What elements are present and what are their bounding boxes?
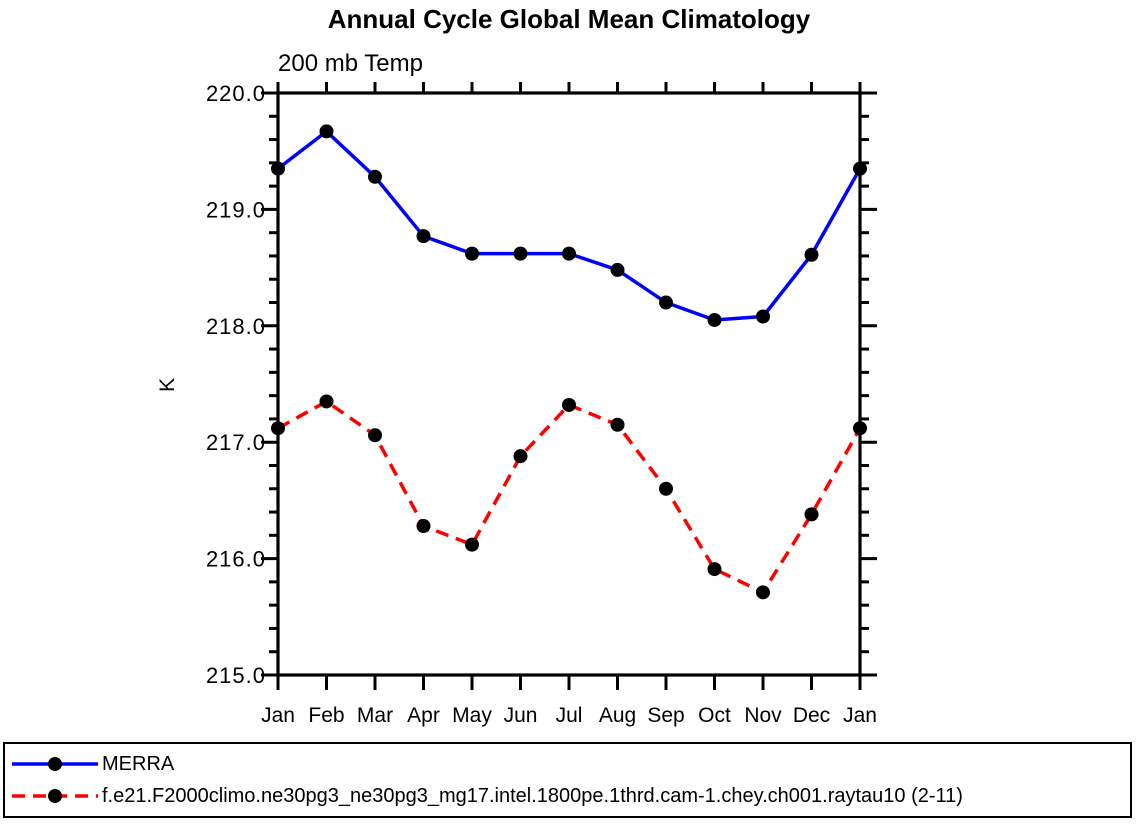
data-point-marker <box>707 312 722 327</box>
legend-marker-icon <box>48 789 62 803</box>
x-tick-label: Jan <box>261 704 295 727</box>
data-point-marker <box>319 124 334 139</box>
data-point-marker <box>368 169 382 184</box>
y-tick-label: 217.0 <box>206 430 266 455</box>
data-point-marker <box>513 449 528 464</box>
x-tick-label: Jun <box>504 704 538 727</box>
chart-title: Annual Cycle Global Mean Climatology <box>327 4 811 34</box>
data-point-marker <box>804 247 819 262</box>
x-tick-label: Nov <box>744 704 782 727</box>
y-tick-label: 215.0 <box>206 663 266 688</box>
data-point-marker <box>659 295 673 310</box>
data-point-marker <box>562 246 576 261</box>
data-point-marker <box>659 481 673 496</box>
y-tick-label: 218.0 <box>206 314 266 339</box>
data-point-marker <box>804 507 819 522</box>
data-point-marker <box>707 562 722 577</box>
data-point-marker <box>416 229 431 244</box>
legend-line-sample-model <box>12 789 98 803</box>
data-point-marker <box>271 421 285 436</box>
data-point-marker <box>610 417 625 432</box>
legend-item-merra: MERRA <box>10 753 1130 775</box>
plot-frame <box>276 91 862 677</box>
data-point-marker <box>610 262 625 277</box>
data-point-marker <box>853 161 867 176</box>
x-tick-label: Dec <box>793 704 830 727</box>
legend-label-merra: MERRA <box>102 752 175 775</box>
data-point-marker <box>853 421 867 436</box>
x-tick-label: Aug <box>599 704 636 727</box>
x-tick-label: Feb <box>308 704 344 727</box>
y-tick-label: 220.0 <box>206 81 266 106</box>
data-point-marker <box>756 585 770 600</box>
legend-box: MERRA f.e21.F2000climo.ne30pg3_ne30pg3_m… <box>3 742 1132 818</box>
plot-area: Jan Feb Mar Apr May Jun Jul Aug Sep Oct Nov Dec Jan 2… <box>206 81 877 727</box>
y-tick-label: 216.0 <box>206 547 266 572</box>
legend-line-sample-merra <box>12 757 98 771</box>
data-point-marker <box>416 519 431 534</box>
x-tick-label: Jan <box>843 704 877 727</box>
data-point-marker <box>465 246 479 261</box>
legend-item-model: f.e21.F2000climo.ne30pg3_ne30pg3_mg17.in… <box>10 785 1130 807</box>
x-tick-label: Mar <box>357 704 393 727</box>
chart-subtitle: 200 mb Temp <box>278 50 423 77</box>
data-point-marker <box>513 246 528 261</box>
data-point-marker <box>756 309 770 324</box>
y-tick-label: 219.0 <box>206 197 266 222</box>
data-point-marker <box>319 394 334 409</box>
x-tick-label: May <box>452 704 492 727</box>
data-point-marker <box>562 397 576 412</box>
x-tick-label: Apr <box>407 704 440 727</box>
data-point-marker <box>271 161 285 176</box>
series-line-merra <box>276 129 862 322</box>
legend-label-model: f.e21.F2000climo.ne30pg3_ne30pg3_mg17.in… <box>102 784 963 807</box>
x-tick-label: Jul <box>556 704 583 727</box>
series-line-model <box>277 399 862 595</box>
legend-marker-icon <box>48 757 62 771</box>
data-point-marker <box>368 428 382 443</box>
data-point-marker <box>465 537 479 552</box>
x-tick-label: Sep <box>647 704 684 727</box>
x-tick-label: Oct <box>698 704 731 727</box>
